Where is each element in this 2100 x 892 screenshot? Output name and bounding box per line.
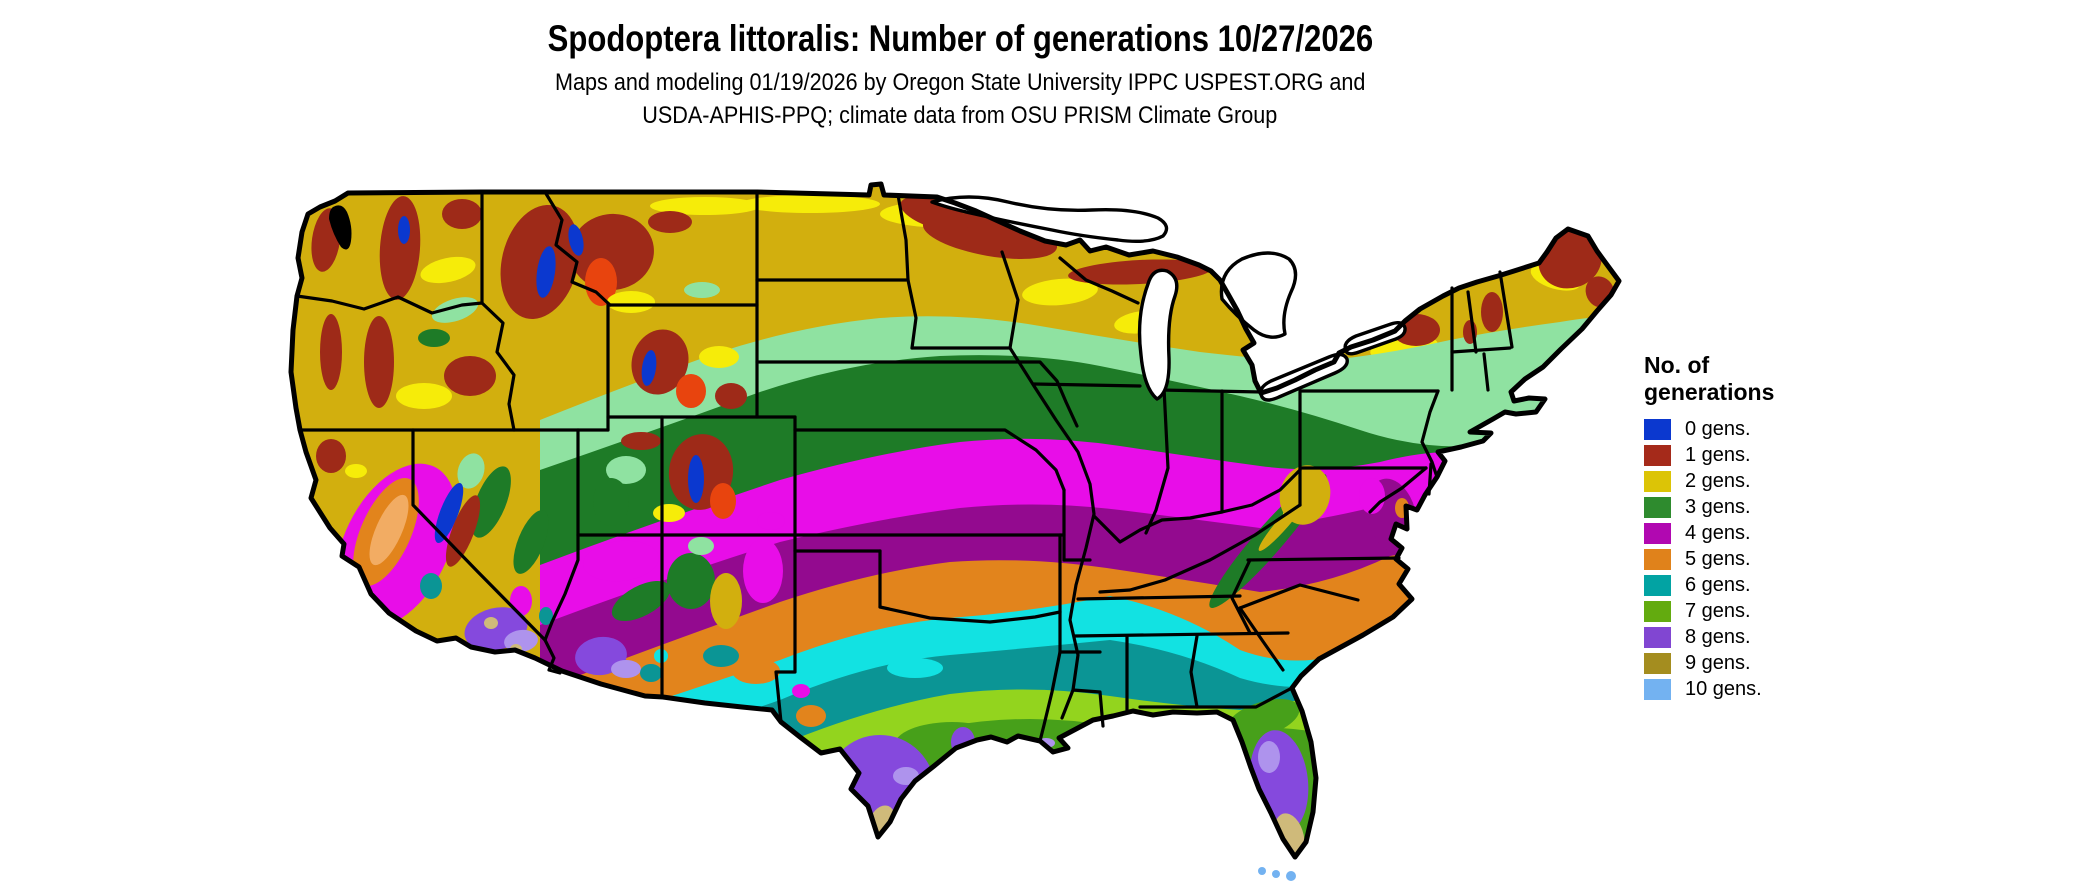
- legend-swatch: [1644, 444, 1671, 466]
- state-borders: [295, 190, 1514, 743]
- legend-swatch: [1644, 470, 1671, 492]
- florida-keys-dots: [1258, 867, 1296, 881]
- page-title: Spodoptera littoralis: Number of generat…: [0, 18, 1920, 60]
- legend-item: 8 gens.: [1644, 624, 1884, 650]
- map-subtitle-line1: Maps and modeling 01/19/2026 by Oregon S…: [554, 69, 1366, 96]
- legend-label: 5 gens.: [1685, 547, 1751, 570]
- legend: No. of generations 0 gens. 1 gens. 2 gens.…: [1644, 352, 1884, 702]
- legend-label: 9 gens.: [1685, 651, 1751, 674]
- legend-swatch: [1644, 548, 1671, 570]
- legend-swatch: [1644, 652, 1671, 674]
- legend-title: No. of generations: [1644, 352, 1884, 406]
- legend-label: 8 gens.: [1685, 625, 1751, 648]
- legend-label: 4 gens.: [1685, 521, 1751, 544]
- legend-swatch: [1644, 600, 1671, 622]
- legend-item: 6 gens.: [1644, 572, 1884, 598]
- legend-label: 7 gens.: [1685, 599, 1751, 622]
- us-outline: [288, 181, 1622, 860]
- legend-label: 6 gens.: [1685, 573, 1751, 596]
- puget-sound: [329, 205, 352, 250]
- legend-item: 1 gens.: [1644, 442, 1884, 468]
- legend-item: 9 gens.: [1644, 650, 1884, 676]
- legend-item: 2 gens.: [1644, 468, 1884, 494]
- legend-title-line2: generations: [1644, 379, 1775, 405]
- legend-item: 10 gens.: [1644, 676, 1884, 702]
- legend-item: 5 gens.: [1644, 546, 1884, 572]
- map-subtitle: Maps and modeling 01/19/2026 by Oregon S…: [0, 68, 1920, 134]
- legend-item: 0 gens.: [1644, 416, 1884, 442]
- legend-item: 3 gens.: [1644, 494, 1884, 520]
- legend-swatch: [1644, 626, 1671, 648]
- legend-item: 7 gens.: [1644, 598, 1884, 624]
- legend-swatch: [1644, 574, 1671, 596]
- lake-superior: [930, 195, 1169, 244]
- lake-michigan: [1137, 268, 1179, 401]
- legend-item: 4 gens.: [1644, 520, 1884, 546]
- legend-items: 0 gens. 1 gens. 2 gens. 3 gens. 4 gens. 5 gen…: [1644, 416, 1884, 702]
- legend-label: 10 gens.: [1685, 677, 1762, 700]
- legend-swatch: [1644, 522, 1671, 544]
- legend-swatch: [1644, 418, 1671, 440]
- legend-swatch: [1644, 496, 1671, 518]
- legend-label: 2 gens.: [1685, 469, 1751, 492]
- legend-label: 0 gens.: [1685, 417, 1751, 440]
- generation-bands: [540, 314, 1619, 857]
- legend-swatch: [1644, 678, 1671, 700]
- legend-label: 1 gens.: [1685, 443, 1751, 466]
- legend-title-line1: No. of: [1644, 352, 1710, 378]
- legend-label: 3 gens.: [1685, 495, 1751, 518]
- map-title-text: Spodoptera littoralis: Number of generat…: [547, 18, 1373, 59]
- map-subtitle-line2: USDA-APHIS-PPQ; climate data from OSU PR…: [642, 102, 1278, 129]
